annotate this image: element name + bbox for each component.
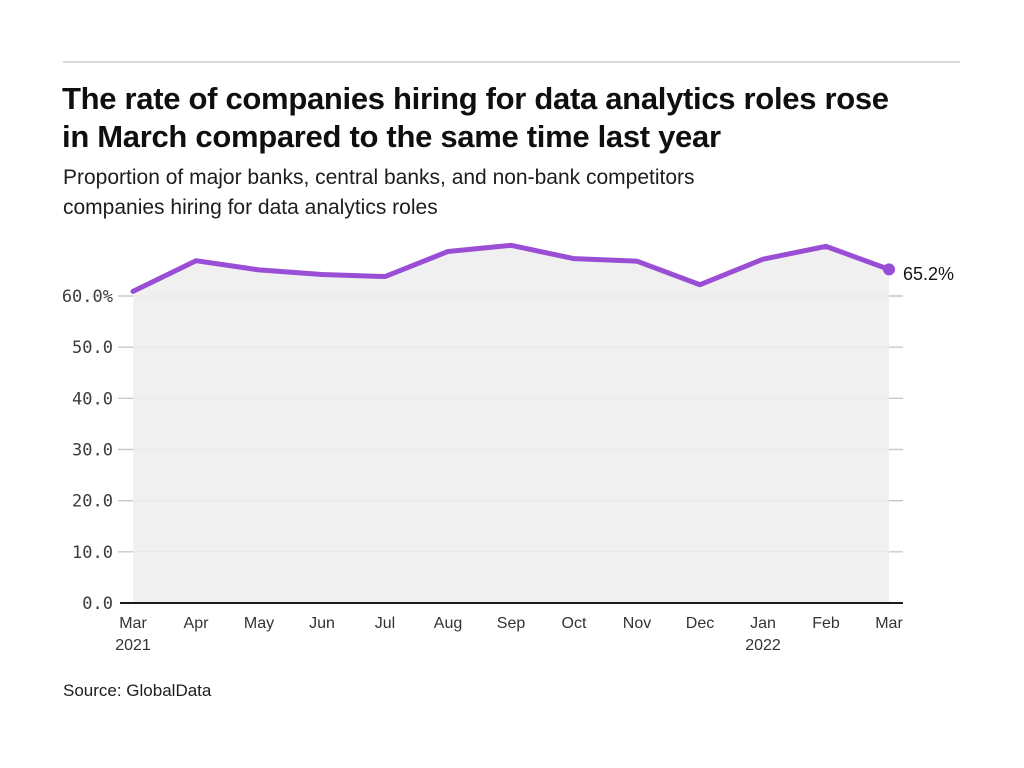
y-tick-label: 0.0 xyxy=(82,594,113,614)
x-tick-label: Oct xyxy=(562,615,587,632)
x-tick-label: Mar xyxy=(875,615,903,632)
page-title: The rate of companies hiring for data an… xyxy=(62,80,982,156)
title-line-2: in March compared to the same time last … xyxy=(62,119,721,154)
x-tick-label: Nov xyxy=(623,615,651,632)
x-tick-year-label: 2021 xyxy=(115,637,151,654)
chart-subtitle: Proportion of major banks, central banks… xyxy=(63,163,983,223)
x-tick-label: May xyxy=(244,615,274,632)
x-tick-label: Aug xyxy=(434,615,462,632)
y-tick-label: 60.0% xyxy=(62,287,113,307)
x-tick-label: Jan xyxy=(750,615,776,632)
x-tick-year-label: 2022 xyxy=(745,637,781,654)
area-fill xyxy=(133,245,889,604)
title-line-1: The rate of companies hiring for data an… xyxy=(62,81,889,116)
y-tick-label: 10.0 xyxy=(72,543,113,563)
y-tick-label: 50.0 xyxy=(72,338,113,358)
x-tick-label: Dec xyxy=(686,615,714,632)
end-point-marker xyxy=(883,263,895,276)
x-tick-label: Jun xyxy=(309,615,335,632)
subtitle-line-1: Proportion of major banks, central banks… xyxy=(63,166,695,189)
x-tick-label: Mar xyxy=(119,615,147,632)
end-value-label: 65.2% xyxy=(903,264,954,284)
x-tick-label: Jul xyxy=(375,615,395,632)
y-tick-label: 40.0 xyxy=(72,389,113,409)
source-credit: Source: GlobalData xyxy=(63,681,212,700)
data-line xyxy=(130,242,892,294)
x-tick-label: Apr xyxy=(184,615,210,632)
header-divider xyxy=(63,61,960,63)
y-tick-label: 30.0 xyxy=(72,440,113,460)
x-tick-label: Sep xyxy=(497,615,526,632)
subtitle-line-2: companies hiring for data analytics role… xyxy=(63,196,438,219)
y-tick-label: 20.0 xyxy=(72,492,113,512)
x-tick-label: Feb xyxy=(812,615,840,632)
